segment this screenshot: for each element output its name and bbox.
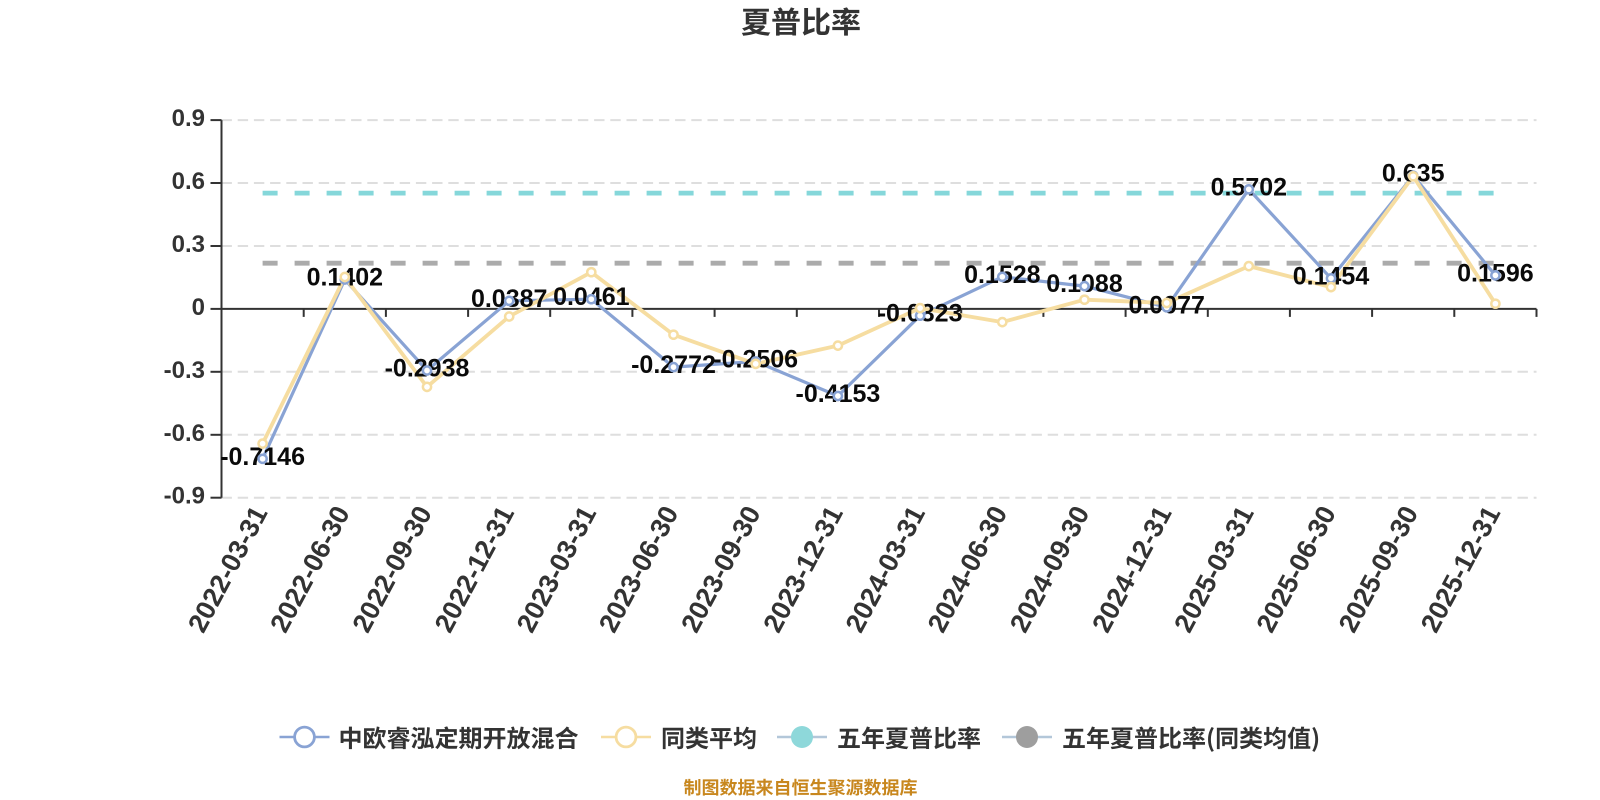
svg-text:0.3: 0.3 bbox=[172, 231, 205, 258]
svg-text:-0.9: -0.9 bbox=[164, 483, 205, 510]
svg-text:0.9: 0.9 bbox=[172, 105, 205, 132]
svg-text:0: 0 bbox=[192, 294, 205, 321]
svg-text:-0.6: -0.6 bbox=[164, 420, 205, 447]
svg-text:0.6: 0.6 bbox=[172, 168, 205, 195]
svg-text:-0.3: -0.3 bbox=[164, 357, 205, 384]
